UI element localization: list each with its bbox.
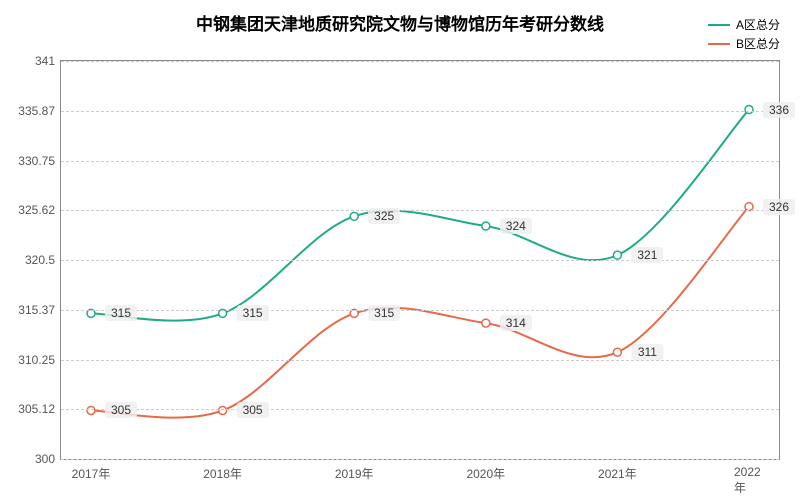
- x-tick-label: 2017年: [72, 465, 111, 482]
- data-point: [613, 348, 621, 356]
- legend: A区总分 B区总分: [708, 16, 780, 54]
- x-tick-label: 2022年: [734, 465, 764, 496]
- gridline: [61, 459, 779, 460]
- y-tick-label: 305.12: [18, 402, 55, 416]
- y-tick-label: 335.87: [18, 104, 55, 118]
- gridline: [61, 310, 779, 311]
- y-tick-label: 310.25: [18, 353, 55, 367]
- data-point: [350, 212, 358, 220]
- point-value-label: 305: [237, 402, 269, 418]
- gridline: [61, 260, 779, 261]
- plot-area: 300305.12310.25315.37320.5325.62330.7533…: [60, 60, 780, 460]
- point-value-label: 305: [105, 402, 137, 418]
- point-value-label: 324: [500, 218, 532, 234]
- legend-item: B区总分: [708, 35, 780, 52]
- gridline: [61, 161, 779, 162]
- data-point: [613, 251, 621, 259]
- x-tick-label: 2021年: [598, 465, 637, 482]
- point-value-label: 315: [368, 305, 400, 321]
- point-value-label: 315: [105, 305, 137, 321]
- line-chart: 中钢集团天津地质研究院文物与博物馆历年考研分数线 A区总分B区总分 300305…: [0, 0, 800, 500]
- y-tick-label: 341: [35, 54, 55, 68]
- data-point: [745, 106, 753, 114]
- y-tick-label: 325.62: [18, 203, 55, 217]
- series-line: [91, 207, 749, 418]
- gridline: [61, 210, 779, 211]
- legend-label: A区总分: [736, 16, 780, 33]
- gridline: [61, 360, 779, 361]
- data-point: [219, 406, 227, 414]
- point-value-label: 311: [632, 344, 663, 360]
- series-line: [91, 110, 749, 321]
- x-tick-label: 2018年: [203, 465, 242, 482]
- data-point: [482, 222, 490, 230]
- legend-label: B区总分: [736, 35, 780, 52]
- y-tick-label: 300: [35, 452, 55, 466]
- chart-title: 中钢集团天津地质研究院文物与博物馆历年考研分数线: [0, 10, 800, 35]
- point-value-label: 325: [368, 208, 400, 224]
- legend-item: A区总分: [708, 16, 780, 33]
- gridline: [61, 111, 779, 112]
- x-tick-label: 2019年: [335, 465, 374, 482]
- y-tick-label: 330.75: [18, 154, 55, 168]
- data-point: [482, 319, 490, 327]
- point-value-label: 326: [763, 199, 795, 215]
- y-tick-label: 320.5: [25, 253, 55, 267]
- legend-swatch: [708, 24, 730, 26]
- point-value-label: 336: [763, 102, 795, 118]
- point-value-label: 315: [237, 305, 269, 321]
- x-tick-label: 2020年: [466, 465, 505, 482]
- data-point: [87, 406, 95, 414]
- gridline: [61, 409, 779, 410]
- point-value-label: 321: [631, 247, 663, 263]
- point-value-label: 314: [500, 315, 532, 331]
- y-tick-label: 315.37: [18, 303, 55, 317]
- gridline: [61, 61, 779, 62]
- legend-swatch: [708, 43, 730, 45]
